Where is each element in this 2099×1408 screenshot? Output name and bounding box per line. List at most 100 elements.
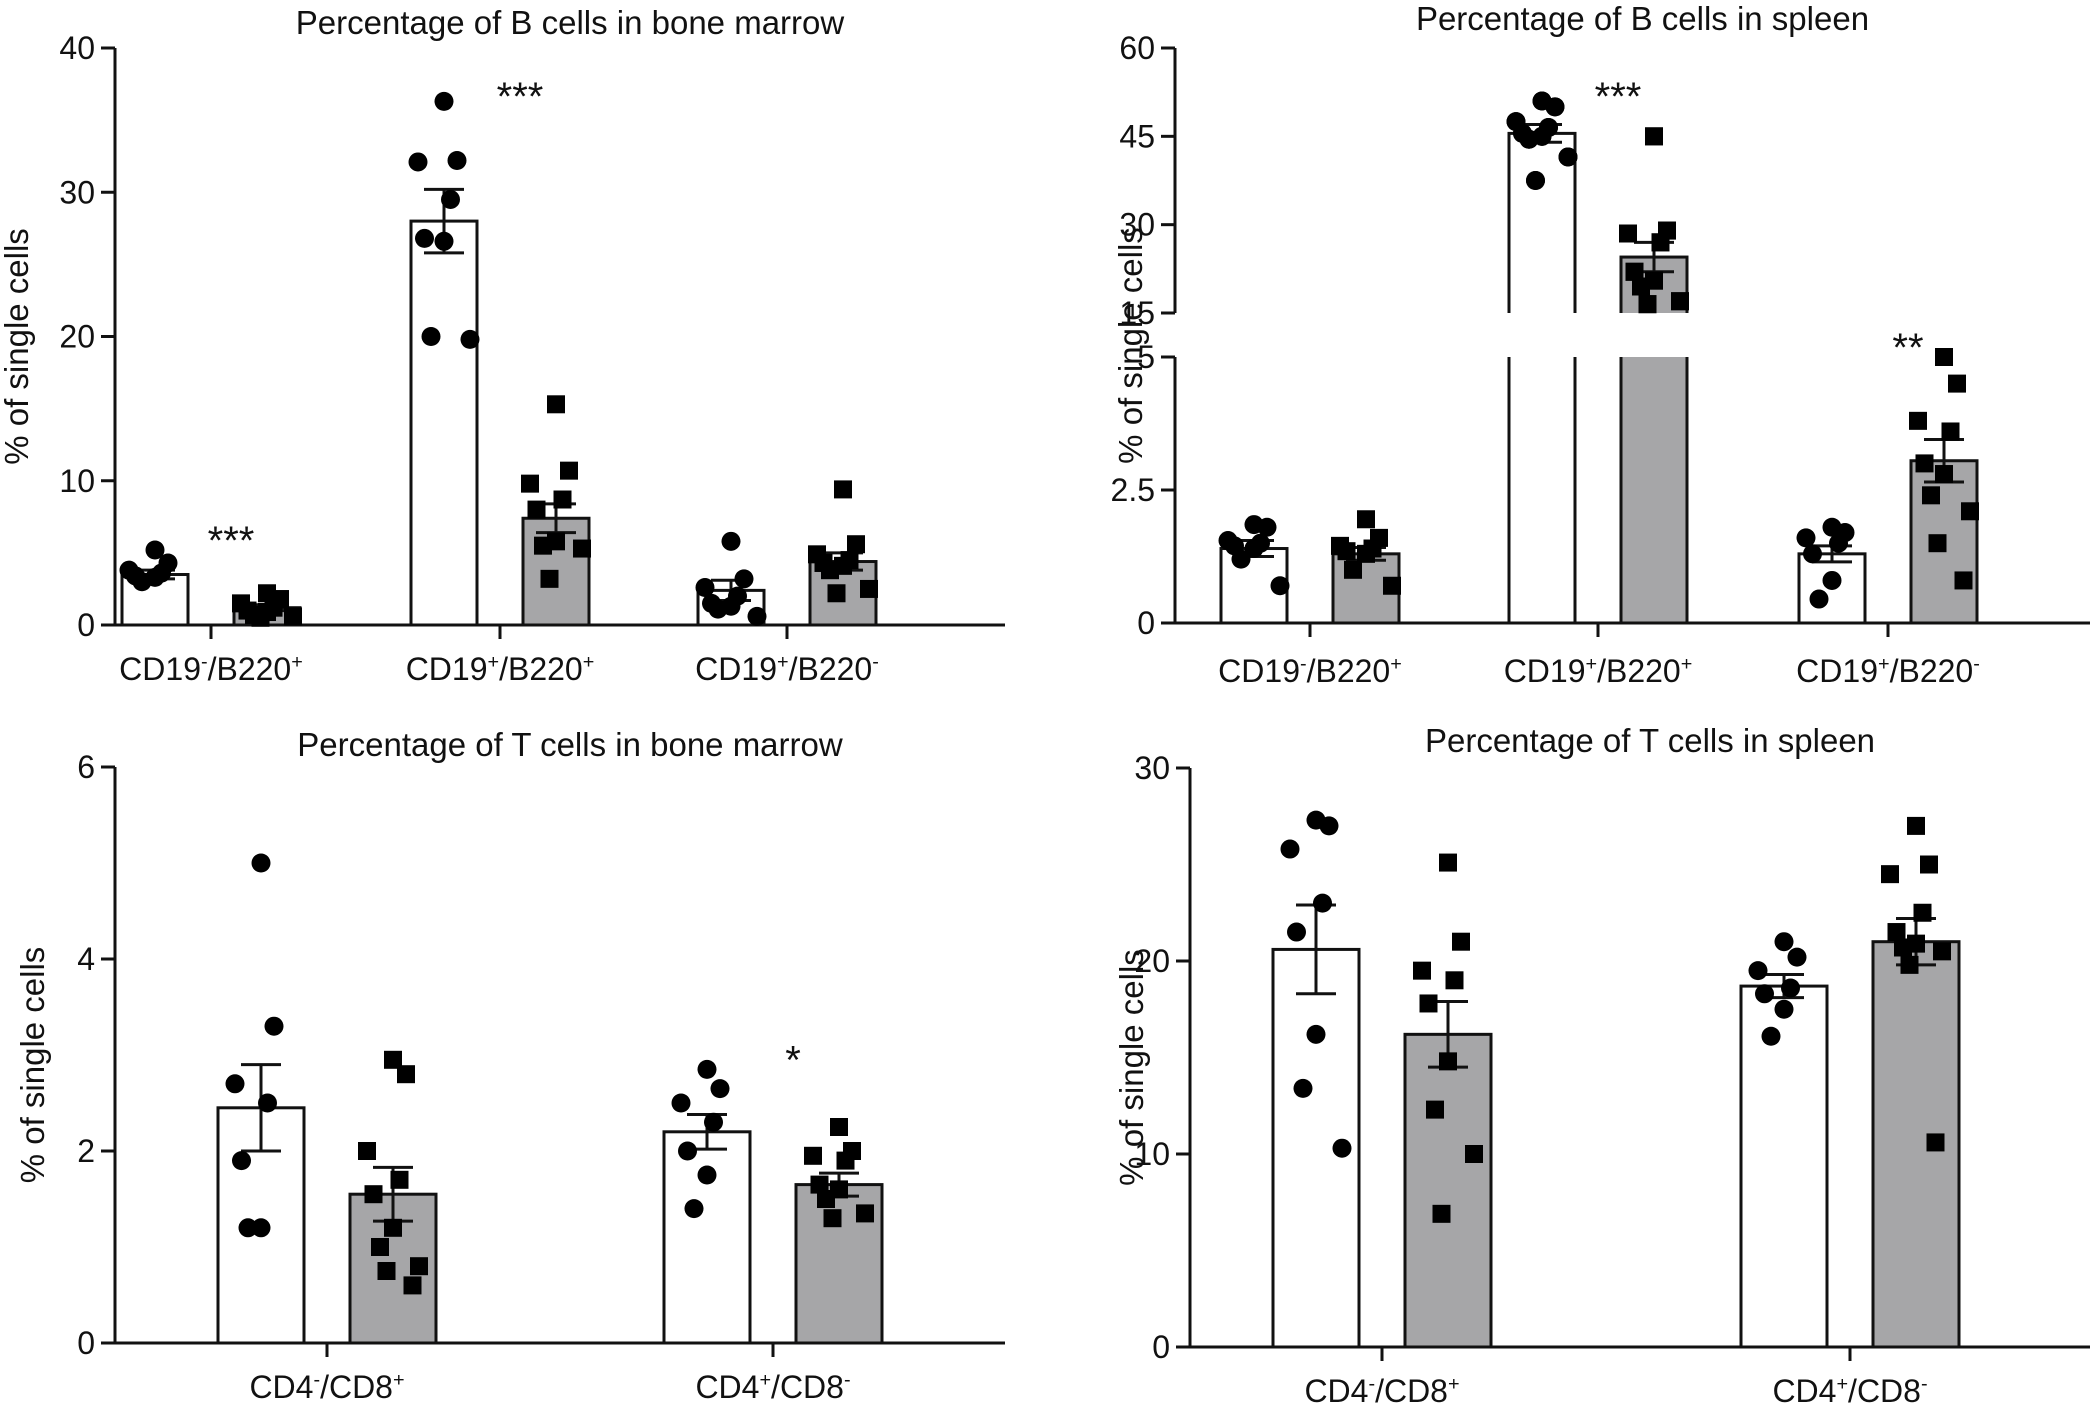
data-point [1306,1024,1326,1044]
x-tick-label-superscript: + [291,651,303,673]
data-point [1881,865,1899,884]
data-point [1313,893,1332,913]
data-point [834,480,852,499]
x-tick-label-part: CD19 [406,651,488,687]
y-axis-label: % of single cells [14,947,51,1184]
significance-marker: *** [1595,75,1642,119]
y-tick-label: 30 [59,174,95,210]
x-tick-label-superscript: + [1586,653,1598,675]
x-tick-label-part: CD4 [1304,1373,1368,1408]
y-tick-label: 60 [1119,30,1155,66]
chart-title: Percentage of B cells in spleen [1416,0,1869,37]
x-tick-label-part: /B220 [1890,653,1974,689]
chart-panel-t-cells-bone-marrow: Percentage of T cells in bone marrow % of… [14,726,1005,1405]
y-tick-label: 0 [1152,1329,1170,1365]
x-tick-label: CD4+/CD8- [695,1369,850,1405]
significance-marker: ** [1892,326,1923,370]
data-point [284,607,302,626]
data-point [1761,1026,1781,1046]
bar-control [1739,984,1829,1349]
x-tick-label-part: CD19 [1504,653,1586,689]
data-point [225,1074,245,1094]
bar-control [409,219,479,627]
x-tick-label-superscript: - [1300,653,1307,675]
data-point [1625,262,1644,281]
data-point [1332,1138,1352,1158]
data-point [1558,147,1578,167]
data-point [145,540,165,560]
x-tick-label-superscript: - [313,1369,320,1391]
data-point [847,535,865,554]
data-point [827,584,846,603]
x-tick-label-superscript: + [1390,653,1402,675]
data-point [1748,961,1768,981]
data-point [747,606,767,626]
x-tick-label-part: CD19 [1218,653,1300,689]
bar-knockout [1403,1032,1493,1349]
data-point [1671,292,1689,311]
data-point [830,1118,848,1136]
data-point [1439,853,1457,872]
data-point [1922,486,1940,505]
data-point [251,1218,271,1238]
data-point [1796,528,1816,548]
bar-control [662,1130,752,1345]
data-point [836,1151,855,1170]
x-tick-label-part: /B220 [1307,653,1391,689]
bar-knockout [1871,940,1961,1349]
chart-panel-b-cells-bone-marrow: Percentage of B cells in bone marrow % of… [0,4,1005,687]
x-tick-label-part: CD4 [1772,1373,1836,1408]
data-point [856,1204,874,1223]
x-tick-label: CD19+/B220+ [1504,653,1693,689]
data-point [390,1170,409,1189]
data-point [434,91,454,111]
data-point [238,1218,258,1238]
data-point [1280,839,1300,859]
data-point [1915,454,1934,473]
x-tick-label: CD4-/CD8+ [1304,1373,1459,1408]
data-point [1935,465,1953,484]
data-point [408,152,428,172]
y-tick-label: 0 [1137,605,1155,641]
data-point [573,539,591,558]
data-point [1913,903,1932,922]
data-point [710,1079,730,1099]
y-tick-label: 2 [77,1133,95,1169]
data-point [384,1050,402,1069]
x-tick-label-superscript: - [1973,653,1980,675]
data-point [1829,533,1848,553]
data-point [678,1141,697,1161]
x-tick-label-superscript: - [1368,1373,1375,1395]
data-point [1439,1052,1457,1071]
x-tick-label-superscript: - [844,1369,851,1391]
x-tick-label: CD19-/B220+ [1218,653,1402,689]
y-axis-label: % of single cells [1113,949,1150,1186]
y-tick-label: 30 [1119,207,1155,243]
data-point [264,1016,284,1036]
y-tick-label: 2.5 [1111,472,1155,508]
x-tick-label-superscript: - [1921,1373,1928,1395]
y-tick-label: 6 [77,749,95,785]
data-point [1357,510,1375,529]
y-tick-label: 4 [77,941,95,977]
data-point [1809,589,1829,609]
x-tick-label-superscript: + [759,1369,771,1391]
data-point [810,1175,829,1194]
data-point [695,577,715,597]
chart-title: Percentage of T cells in spleen [1425,722,1875,759]
data-point [460,329,480,349]
x-tick-label-part: /B220 [499,651,583,687]
data-point [1822,570,1842,590]
data-point [1257,517,1277,537]
y-tick-label: 45 [1119,118,1155,154]
data-point [671,1093,691,1113]
data-point [1941,422,1960,441]
data-point [734,569,754,589]
x-tick-label-superscript: - [872,651,879,673]
data-point [1632,277,1650,296]
data-point [1651,233,1670,252]
data-point [1357,544,1375,563]
y-tick-label: 0 [77,607,95,643]
x-tick-label-part: /CD8 [1375,1373,1448,1408]
data-point [1452,932,1470,951]
